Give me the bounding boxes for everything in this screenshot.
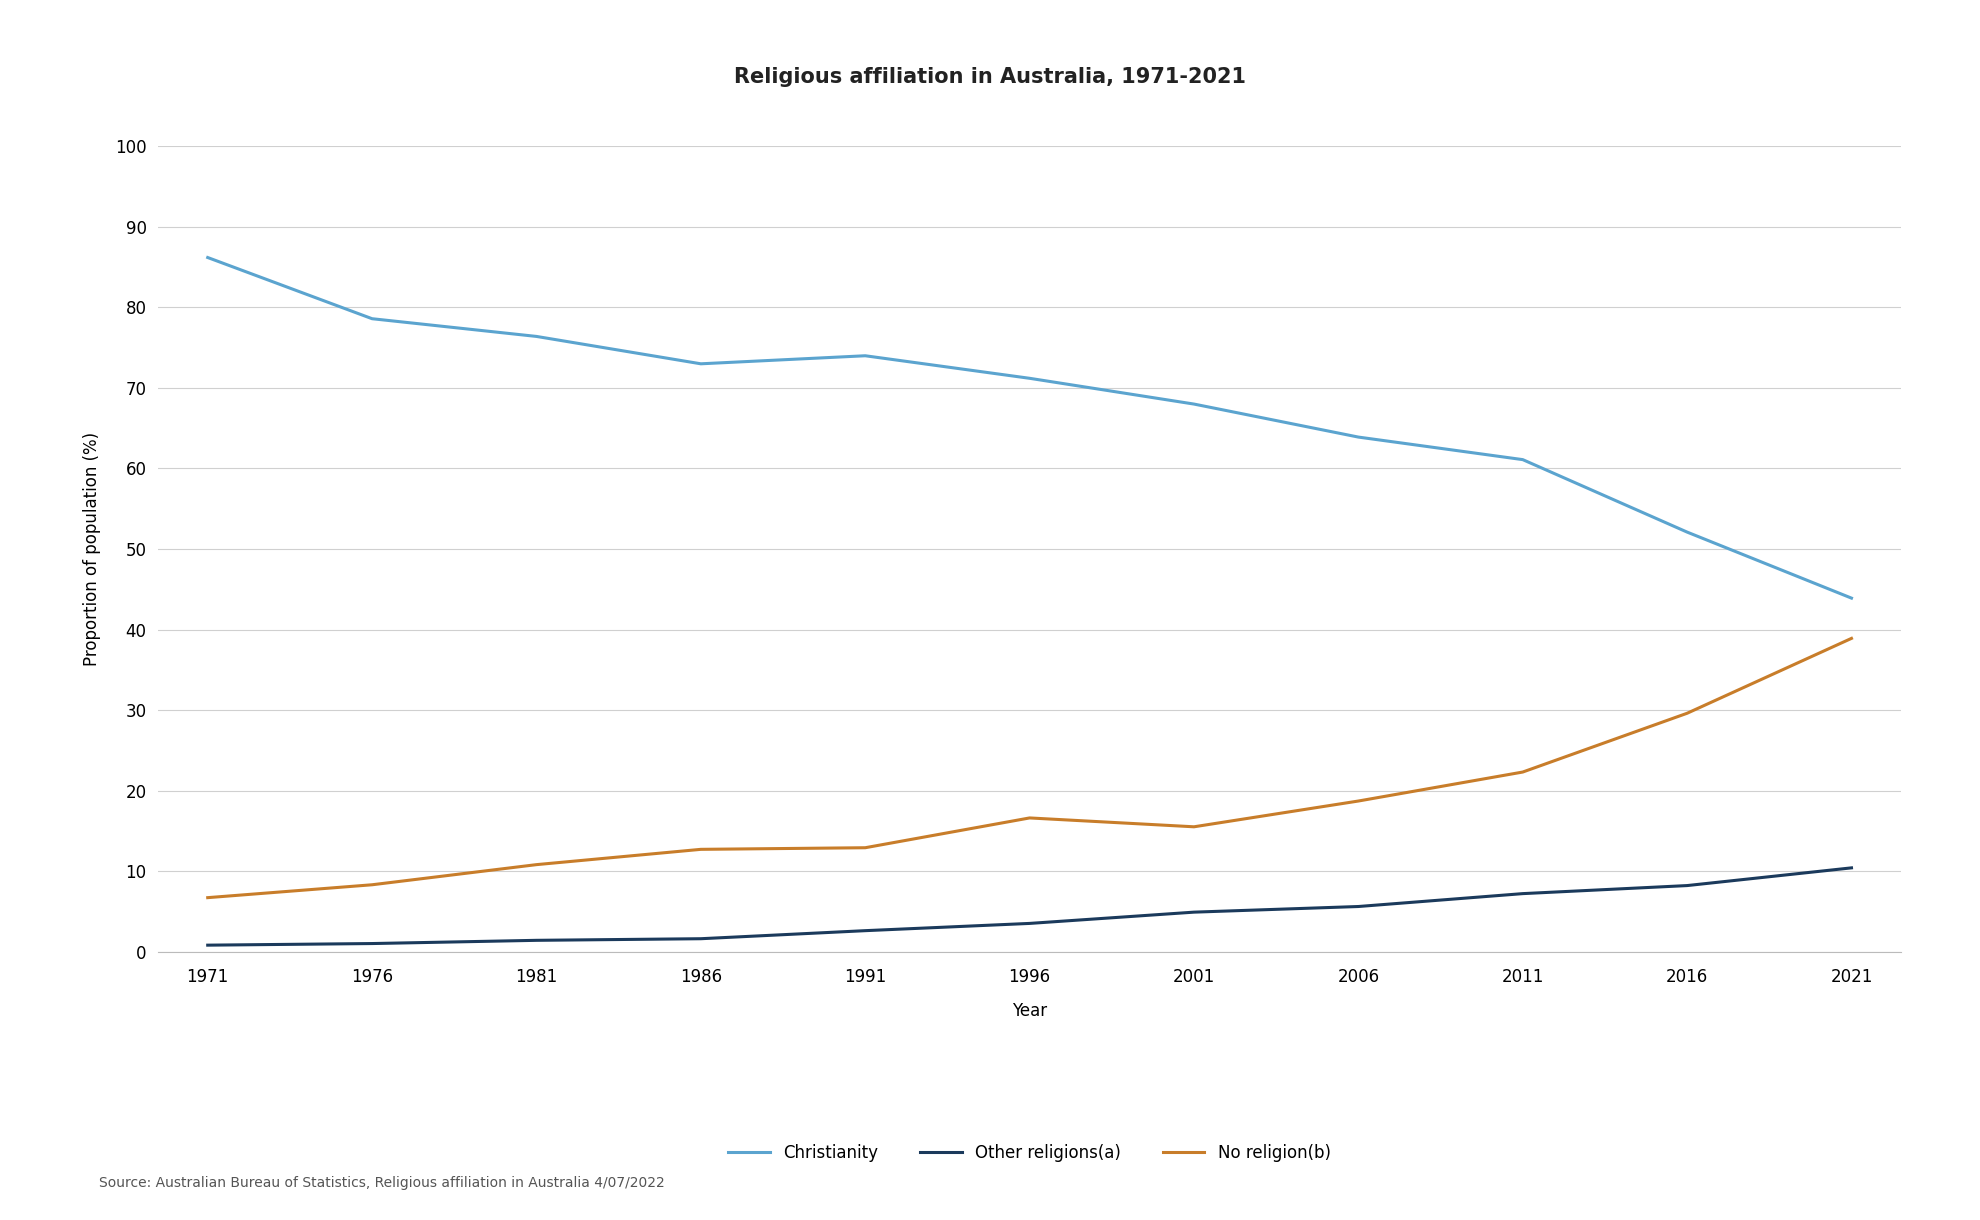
No religion(b) (853, 841, 877, 855)
Line: Christianity: Christianity (208, 257, 1851, 598)
Line: Other religions(a): Other religions(a) (208, 867, 1851, 946)
Other religions(a) (853, 924, 877, 938)
Other religions(a) (1346, 899, 1370, 914)
Christianity (1839, 590, 1863, 605)
Legend: Christianity, Other religions(a), No religion(b): Christianity, Other religions(a), No rel… (723, 1137, 1336, 1169)
Other religions(a) (1511, 886, 1534, 900)
Christianity (1675, 525, 1699, 539)
No religion(b) (360, 877, 384, 892)
Christianity (1511, 453, 1534, 467)
No religion(b) (1182, 820, 1206, 834)
Christianity (1346, 429, 1370, 444)
No religion(b) (196, 891, 220, 905)
No religion(b) (1675, 706, 1699, 721)
Christianity (525, 329, 548, 344)
Text: Religious affiliation in Australia, 1971-2021: Religious affiliation in Australia, 1971… (735, 67, 1245, 87)
No religion(b) (1839, 631, 1863, 645)
Other religions(a) (1182, 905, 1206, 920)
Christianity (1018, 371, 1041, 386)
Other religions(a) (1018, 916, 1041, 931)
No religion(b) (1018, 810, 1041, 825)
Other religions(a) (360, 936, 384, 950)
Y-axis label: Proportion of population (%): Proportion of population (%) (83, 432, 101, 666)
Other religions(a) (196, 938, 220, 953)
No religion(b) (1511, 765, 1534, 780)
Other religions(a) (689, 931, 713, 946)
No religion(b) (525, 858, 548, 872)
No religion(b) (1346, 794, 1370, 809)
Christianity (853, 349, 877, 364)
Christianity (360, 311, 384, 326)
Christianity (689, 356, 713, 371)
Christianity (196, 250, 220, 265)
Other religions(a) (525, 933, 548, 948)
Christianity (1182, 396, 1206, 411)
No religion(b) (689, 842, 713, 856)
Other religions(a) (1675, 878, 1699, 893)
X-axis label: Year: Year (1012, 1003, 1047, 1020)
Text: Source: Australian Bureau of Statistics, Religious affiliation in Australia 4/07: Source: Australian Bureau of Statistics,… (99, 1176, 665, 1190)
Other religions(a) (1839, 860, 1863, 875)
Line: No religion(b): No religion(b) (208, 638, 1851, 898)
